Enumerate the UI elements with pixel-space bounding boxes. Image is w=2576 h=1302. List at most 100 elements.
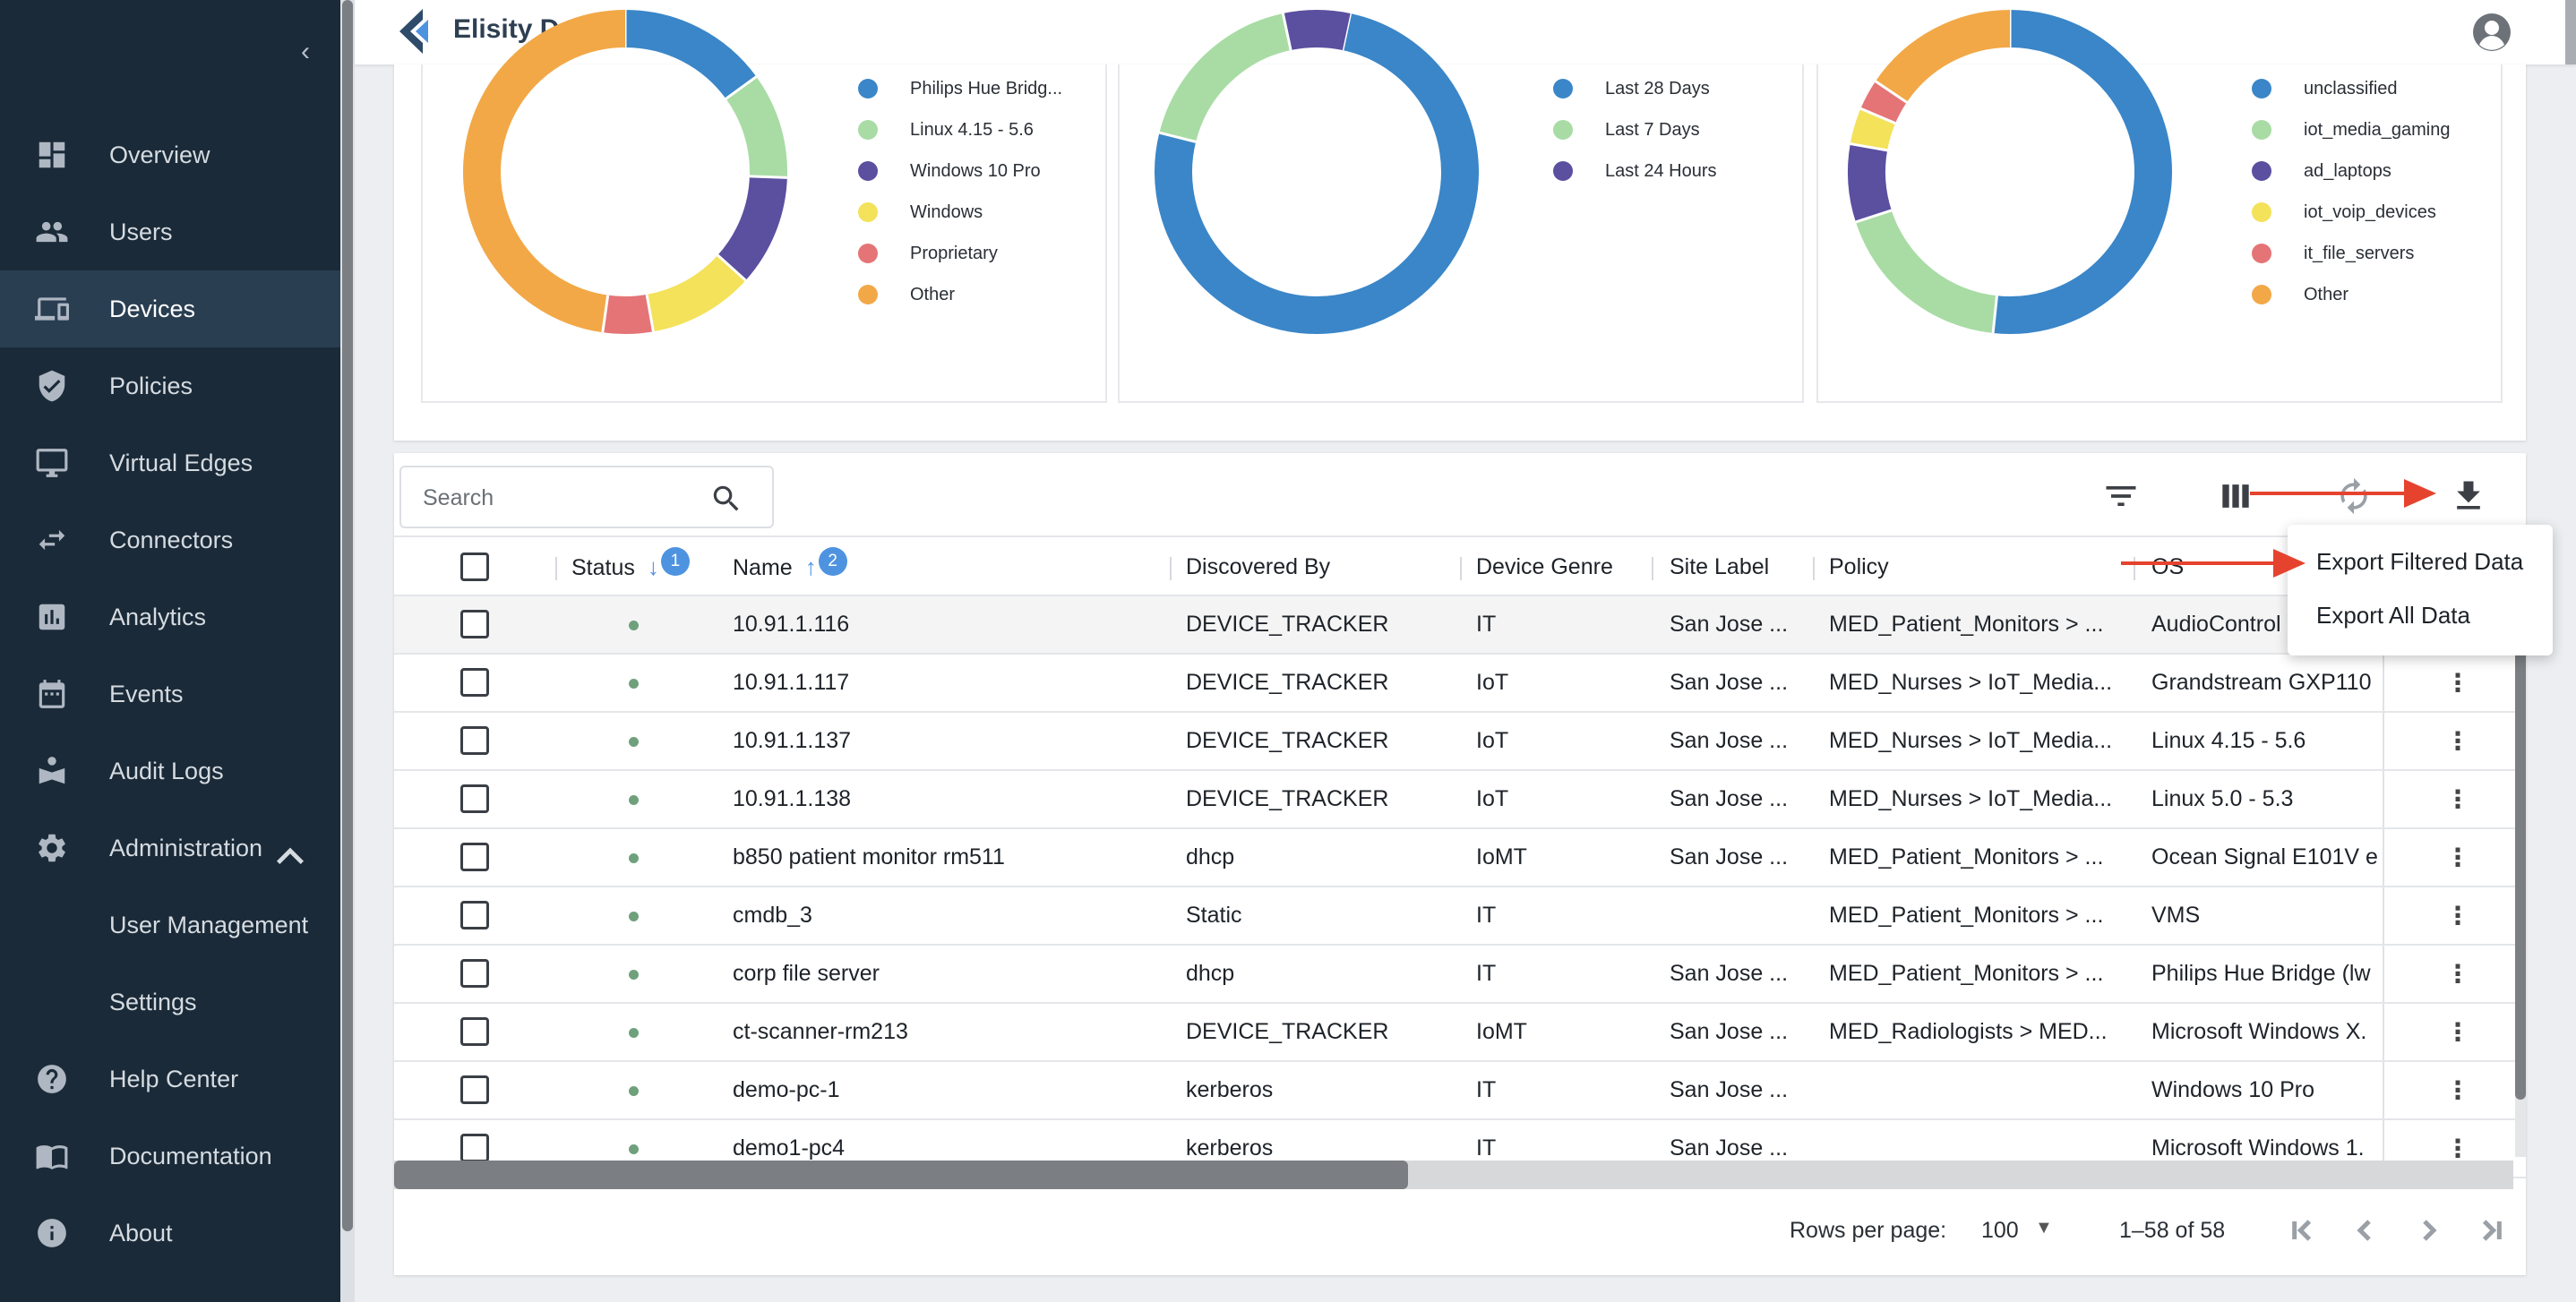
sidebar-item-analytics[interactable]: Analytics — [0, 578, 340, 655]
row-more-icon[interactable]: ⋮ — [2445, 1018, 2470, 1046]
previous-page-icon[interactable] — [2347, 1212, 2383, 1248]
row-more-icon[interactable]: ⋮ — [2445, 727, 2470, 755]
row-checkbox[interactable] — [460, 1134, 489, 1162]
row-checkbox[interactable] — [460, 668, 489, 697]
column-header-name[interactable]: Name ↑ 2 — [733, 537, 847, 596]
legend-swatch — [858, 79, 878, 99]
rows-per-page-select[interactable]: 100 — [1981, 1218, 2019, 1243]
filter-icon[interactable] — [2101, 476, 2141, 516]
table-row[interactable]: demo-pc-1 kerberos IT San Jose ... Windows 1… — [394, 1062, 2526, 1120]
row-more-icon[interactable]: ⋮ — [2445, 785, 2470, 813]
search-input[interactable] — [423, 484, 691, 512]
donut-segment[interactable] — [646, 254, 746, 332]
sidebar-scrollbar-thumb[interactable] — [342, 0, 353, 1231]
donut-segment[interactable] — [717, 176, 787, 281]
legend-swatch — [2252, 79, 2271, 99]
sort-up-arrow-icon[interactable]: ↑ — [804, 553, 817, 580]
donut-segment[interactable] — [1855, 210, 1997, 334]
first-page-icon[interactable] — [2284, 1212, 2320, 1248]
donut-segment[interactable] — [602, 294, 654, 334]
legend-item: Proprietary — [858, 233, 1062, 274]
donut-segment[interactable] — [1155, 13, 1479, 334]
account-avatar-icon[interactable] — [2472, 13, 2512, 52]
donut-segment[interactable] — [1875, 10, 2011, 103]
table-row[interactable]: 10.91.1.116 DEVICE_TRACKER IT San Jose ... M… — [394, 596, 2526, 655]
row-more-icon[interactable]: ⋮ — [2445, 844, 2470, 871]
chevron-up-icon[interactable] — [272, 838, 304, 864]
donut-segment-divider — [1991, 296, 1998, 334]
column-divider — [2383, 655, 2384, 711]
table-horizontal-scrollbar-thumb[interactable] — [394, 1161, 1408, 1189]
refresh-icon[interactable] — [2334, 476, 2374, 516]
sidebar-item-devices[interactable]: Devices — [0, 270, 340, 347]
row-checkbox[interactable] — [460, 1075, 489, 1104]
row-more-icon[interactable]: ⋮ — [2445, 1135, 2470, 1162]
column-header-policy[interactable]: Policy — [1829, 554, 1889, 579]
sidebar-item-overview[interactable]: Overview — [0, 116, 340, 193]
column-divider — [1460, 557, 1462, 580]
sidebar-item-help-center[interactable]: Help Center — [0, 1041, 340, 1118]
donut-segment[interactable] — [1860, 81, 1908, 124]
columns-icon[interactable] — [2216, 476, 2255, 516]
donut-segment[interactable] — [1848, 143, 1892, 222]
row-more-icon[interactable]: ⋮ — [2445, 1076, 2470, 1104]
column-header-discovered-by[interactable]: Discovered By — [1186, 554, 1331, 579]
page-scrollbar[interactable] — [2565, 0, 2576, 64]
sidebar-item-about[interactable]: About — [0, 1195, 340, 1272]
donut-segment[interactable] — [1283, 10, 1351, 51]
sidebar-item-user-management[interactable]: User Management — [0, 887, 340, 964]
sidebar-item-users[interactable]: Users — [0, 193, 340, 270]
table-row[interactable]: cmdb_3 Static IT MED_Patient_Monitors > ...… — [394, 887, 2526, 946]
sidebar-item-documentation[interactable]: Documentation — [0, 1118, 340, 1195]
sidebar-item-events[interactable]: Events — [0, 655, 340, 732]
device-name-cell: ct-scanner-rm213 — [733, 1019, 908, 1044]
sidebar-item-administration[interactable]: Administration — [0, 809, 340, 887]
donut-segment[interactable] — [463, 10, 626, 333]
column-header-os[interactable]: OS — [2151, 554, 2185, 579]
row-more-icon[interactable]: ⋮ — [2445, 902, 2470, 929]
table-row[interactable]: b850 patient monitor rm511 dhcp IoMT San Jo… — [394, 829, 2526, 887]
legend-swatch — [858, 285, 878, 304]
donut-segment[interactable] — [1993, 10, 2172, 334]
table-row[interactable]: ct-scanner-rm213 DEVICE_TRACKER IoMT San Jo… — [394, 1004, 2526, 1062]
row-more-icon[interactable]: ⋮ — [2445, 669, 2470, 697]
column-divider — [2383, 1062, 2384, 1118]
row-checkbox[interactable] — [460, 1017, 489, 1046]
export-all-data-item[interactable]: Export All Data — [2316, 602, 2470, 629]
table-row[interactable]: 10.91.1.117 DEVICE_TRACKER IoT San Jose ...… — [394, 655, 2526, 713]
search-icon[interactable] — [709, 482, 743, 516]
devices-table-panel: Status ↓1 Name ↑2 Discovered By Device Gen… — [394, 453, 2526, 1275]
donut-segment[interactable] — [1159, 13, 1292, 142]
table-row[interactable]: corp file server dhcp IT San Jose ... MED_Pa… — [394, 946, 2526, 1004]
sort-down-arrow-icon[interactable]: ↓ — [647, 553, 659, 580]
row-checkbox[interactable] — [460, 959, 489, 988]
collapse-sidebar-button[interactable]: ‹ — [301, 37, 310, 66]
row-checkbox[interactable] — [460, 784, 489, 813]
sidebar-item-policies[interactable]: Policies — [0, 347, 340, 424]
sidebar-item-connectors[interactable]: Connectors — [0, 501, 340, 578]
donut-segment[interactable] — [624, 10, 757, 99]
row-checkbox[interactable] — [460, 610, 489, 638]
column-header-site-label[interactable]: Site Label — [1670, 554, 1770, 579]
row-checkbox[interactable] — [460, 726, 489, 755]
column-header-device-genre[interactable]: Device Genre — [1476, 554, 1613, 579]
table-row[interactable]: 10.91.1.137 DEVICE_TRACKER IoT San Jose ...… — [394, 713, 2526, 771]
sidebar-item-audit-logs[interactable]: Audit Logs — [0, 732, 340, 809]
select-all-checkbox[interactable] — [460, 552, 489, 581]
sidebar-item-virtual-edges[interactable]: Virtual Edges — [0, 424, 340, 501]
export-filtered-data-item[interactable]: Export Filtered Data — [2316, 548, 2524, 575]
row-more-icon[interactable]: ⋮ — [2445, 960, 2470, 988]
download-icon[interactable] — [2449, 476, 2488, 516]
donut-segment[interactable] — [726, 76, 787, 178]
last-page-icon[interactable] — [2474, 1212, 2510, 1248]
next-page-icon[interactable] — [2411, 1212, 2447, 1248]
column-header-status[interactable]: Status ↓ 1 — [571, 537, 690, 596]
sidebar-item-settings[interactable]: Settings — [0, 964, 340, 1041]
row-checkbox[interactable] — [460, 901, 489, 929]
caret-down-icon[interactable]: ▼ — [2035, 1218, 2053, 1238]
table-vertical-scrollbar-thumb[interactable] — [2515, 607, 2526, 1100]
donut-segment[interactable] — [1850, 108, 1896, 151]
table-row[interactable]: 10.91.1.138 DEVICE_TRACKER IoT San Jose ...… — [394, 771, 2526, 829]
row-checkbox[interactable] — [460, 843, 489, 871]
status-online-icon — [629, 679, 639, 689]
